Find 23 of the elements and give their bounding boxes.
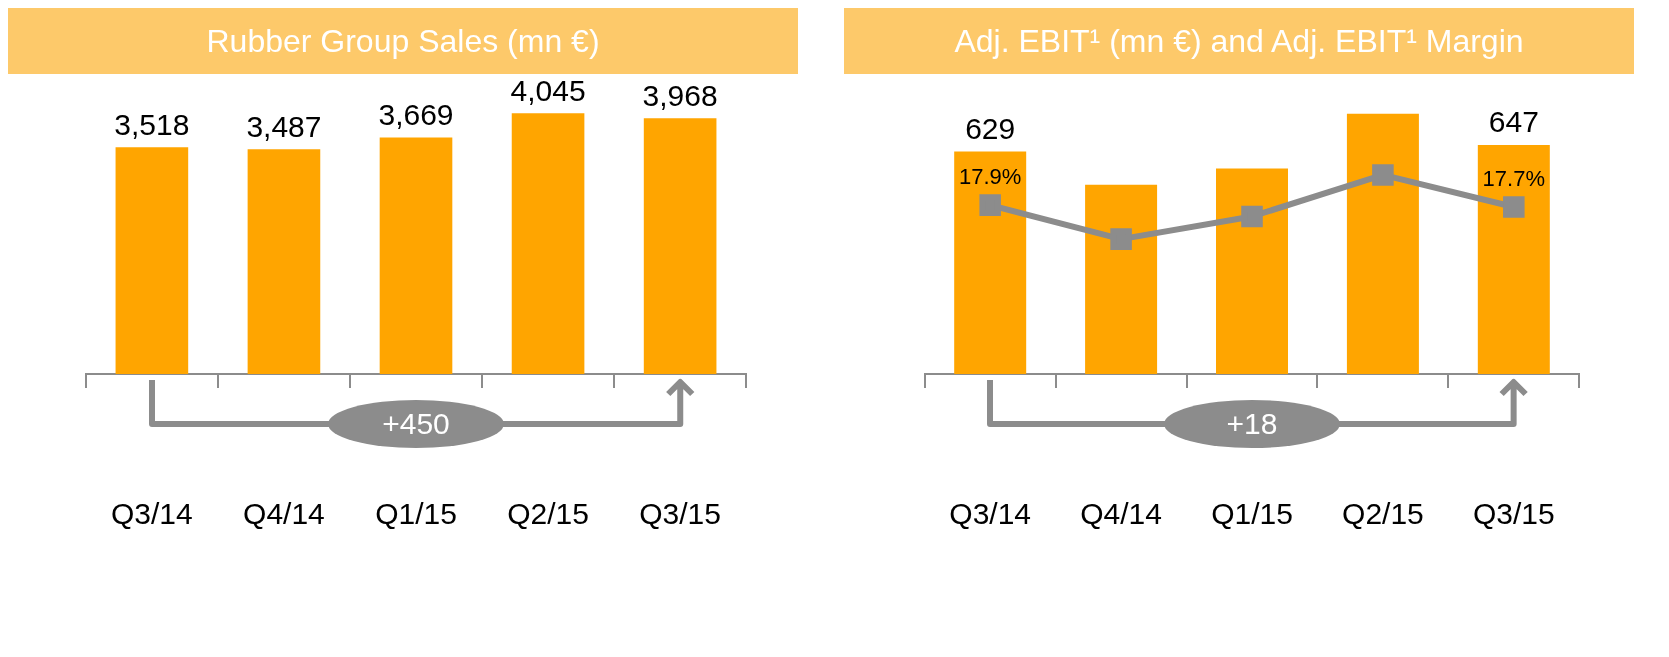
data-label: 647 — [1488, 105, 1539, 139]
data-label: 3,669 — [378, 97, 454, 131]
x-tick-label: Q2/15 — [1342, 497, 1424, 531]
x-tick-label: Q1/15 — [1211, 497, 1293, 531]
text: +18 — [1164, 400, 1340, 448]
x-tick-label: Q4/14 — [243, 497, 325, 531]
chart-title: Adj. EBIT¹ (mn €) and Adj. EBIT¹ Margin — [844, 8, 1634, 74]
x-tick-label: Q3/15 — [1472, 497, 1555, 531]
data-label: 17.7% — [1482, 166, 1546, 192]
x-tick-label: Q3/14 — [111, 497, 193, 531]
data-label: 3,487 — [246, 109, 322, 143]
text: +450 — [328, 400, 504, 448]
data-label: 17.9% — [958, 164, 1022, 190]
data-label: 4,045 — [510, 73, 586, 107]
data-label: 3,968 — [642, 78, 718, 112]
data-label: 629 — [965, 111, 1016, 145]
x-tick-label: Q1/15 — [375, 497, 457, 531]
chart-title: Rubber Group Sales (mn €) — [8, 8, 798, 74]
x-tick-label: Q3/15 — [639, 497, 721, 531]
x-tick-label: Q2/15 — [507, 497, 589, 531]
x-tick-label: Q4/14 — [1080, 497, 1162, 531]
data-label: 3,518 — [114, 107, 190, 141]
x-tick-label: Q3/14 — [949, 497, 1032, 531]
